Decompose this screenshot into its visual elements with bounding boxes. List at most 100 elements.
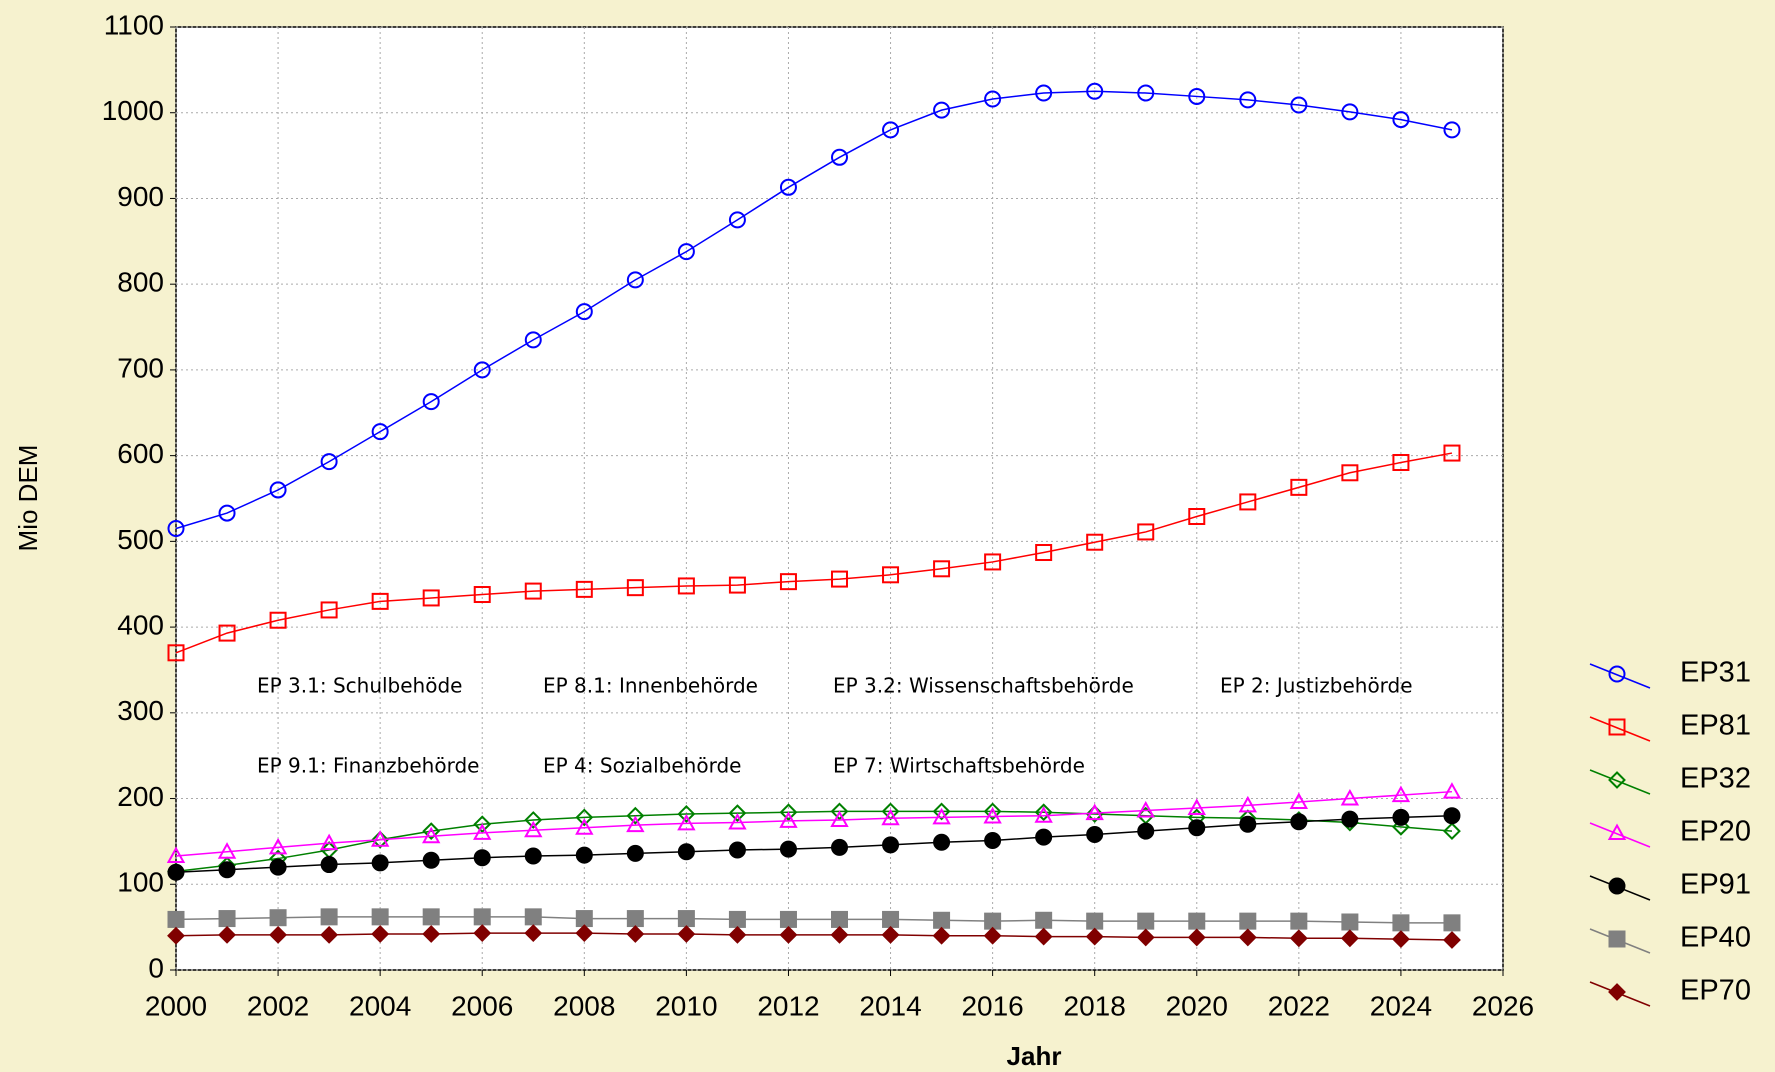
marker — [370, 830, 390, 847]
marker — [371, 908, 389, 926]
x-tick-label: 2026 — [1472, 990, 1534, 1021]
marker — [422, 851, 440, 869]
marker — [1239, 493, 1257, 511]
x-tick-label: 2018 — [1064, 990, 1126, 1021]
marker — [1443, 444, 1461, 462]
marker — [779, 910, 797, 928]
y-tick-label: 300 — [117, 695, 164, 726]
marker — [882, 910, 900, 928]
marker — [1085, 805, 1104, 823]
marker — [984, 912, 1002, 930]
marker — [319, 833, 339, 851]
marker — [1034, 803, 1053, 822]
marker — [1443, 807, 1461, 825]
marker — [1392, 930, 1410, 949]
marker — [1443, 121, 1461, 139]
marker — [779, 803, 798, 822]
marker — [473, 823, 492, 840]
marker — [575, 808, 594, 827]
marker — [1239, 91, 1257, 109]
marker — [1136, 928, 1155, 947]
marker — [779, 573, 797, 591]
series-line — [175, 814, 1452, 874]
marker — [1290, 96, 1308, 114]
marker — [677, 813, 696, 831]
marker — [881, 808, 900, 826]
marker — [1443, 822, 1461, 841]
marker — [728, 812, 747, 830]
marker — [626, 815, 645, 833]
marker — [1035, 84, 1053, 102]
legend-label: EP32 — [1680, 763, 1751, 795]
legend-label: EP70 — [1680, 975, 1751, 1007]
marker — [830, 802, 849, 821]
marker — [728, 211, 746, 229]
marker — [421, 826, 441, 844]
marker — [524, 582, 542, 600]
marker — [218, 861, 236, 879]
y-axis-label: Mio DEM — [13, 445, 43, 552]
marker — [1442, 782, 1462, 799]
marker — [1340, 788, 1360, 806]
plot-area — [175, 26, 1504, 971]
y-tick-label: 200 — [117, 781, 164, 812]
marker — [218, 910, 236, 928]
marker — [881, 925, 900, 944]
annotation: EP 4: Sozialbehörde — [543, 754, 741, 778]
marker — [320, 601, 338, 619]
marker — [1034, 806, 1053, 823]
marker — [1340, 929, 1359, 948]
marker — [1341, 913, 1359, 931]
x-tick-label: 2012 — [757, 990, 819, 1021]
marker — [1289, 792, 1309, 809]
marker — [1136, 800, 1155, 818]
marker — [933, 560, 951, 578]
marker — [1239, 912, 1257, 930]
marker — [371, 592, 389, 610]
x-tick-label: 2014 — [859, 990, 921, 1021]
marker — [1137, 822, 1155, 840]
marker — [1443, 914, 1461, 932]
marker — [1341, 810, 1359, 828]
legend-label: EP40 — [1680, 922, 1751, 954]
marker — [1187, 798, 1206, 815]
marker — [1034, 927, 1053, 946]
annotation: EP 9.1: Finanzbehörde — [257, 754, 479, 778]
marker — [882, 836, 900, 854]
marker — [831, 570, 848, 588]
y-tick-label: 900 — [117, 181, 164, 212]
x-tick-label: 2016 — [961, 990, 1023, 1021]
marker — [626, 844, 644, 862]
marker — [1608, 665, 1626, 683]
marker — [830, 810, 849, 827]
series-line — [175, 90, 1453, 530]
annotation: EP 2: Justizbehörde — [1220, 674, 1413, 698]
marker — [1391, 785, 1411, 803]
legend-label: EP81 — [1680, 710, 1751, 742]
x-tick-label: 2000 — [145, 990, 207, 1021]
marker — [473, 586, 491, 604]
marker — [371, 925, 390, 943]
marker — [626, 806, 645, 825]
marker — [932, 926, 951, 945]
marker — [779, 811, 798, 828]
marker — [779, 178, 797, 196]
marker — [269, 611, 287, 629]
marker — [1188, 912, 1206, 930]
marker — [1443, 931, 1461, 949]
marker — [1608, 930, 1626, 948]
marker — [1085, 803, 1104, 821]
annotation: EP 3.1: Schulbehöde — [257, 674, 462, 698]
marker — [1137, 912, 1155, 930]
marker — [1188, 819, 1206, 837]
marker — [1086, 912, 1104, 930]
marker — [831, 838, 848, 856]
marker — [371, 423, 389, 441]
marker — [473, 815, 492, 834]
x-tick-label: 2008 — [553, 990, 615, 1021]
marker — [932, 807, 951, 825]
marker — [1085, 927, 1104, 946]
marker — [218, 624, 236, 642]
x-tick-label: 2002 — [247, 990, 309, 1021]
x-tick-label: 2020 — [1166, 990, 1228, 1021]
